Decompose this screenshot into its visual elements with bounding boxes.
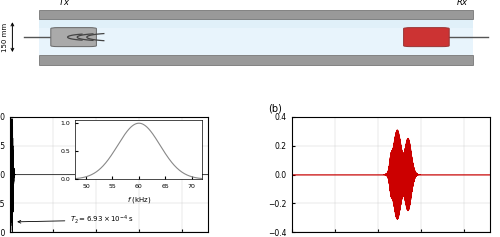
FancyBboxPatch shape	[51, 28, 96, 47]
Text: $T_2 = 6.93\times10^{-4}$ s: $T_2 = 6.93\times10^{-4}$ s	[18, 214, 134, 226]
Bar	[39, 9, 473, 19]
Bar	[39, 19, 473, 28]
Text: $Tx$: $Tx$	[58, 0, 70, 7]
Bar	[39, 19, 473, 55]
Text: (b): (b)	[268, 103, 281, 113]
FancyBboxPatch shape	[404, 28, 449, 47]
Text: 150 mm: 150 mm	[2, 23, 8, 52]
Text: $Rx$: $Rx$	[456, 0, 468, 7]
Bar	[39, 55, 473, 65]
